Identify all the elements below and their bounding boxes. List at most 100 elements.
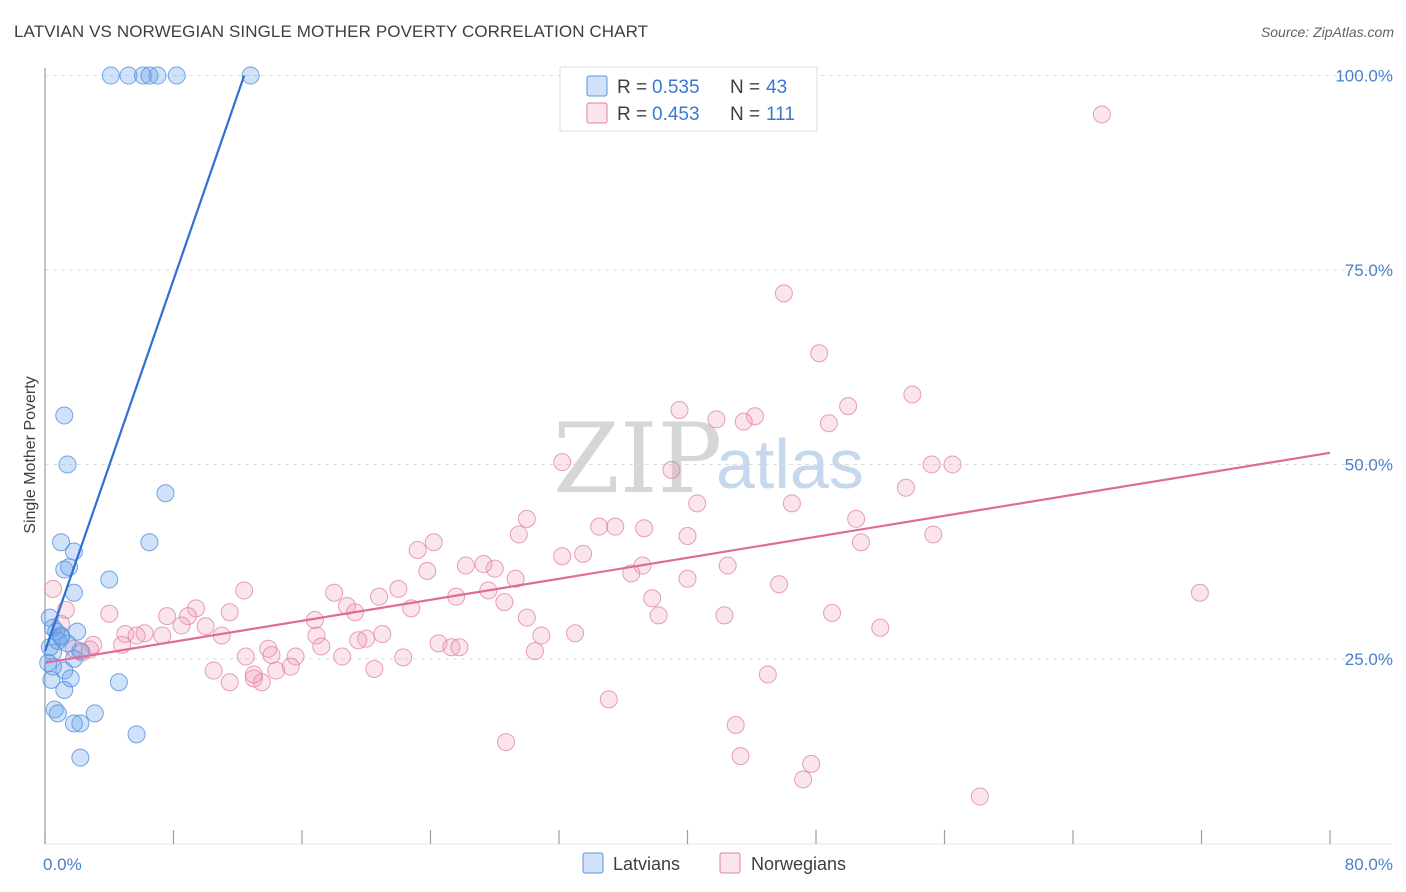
latvian-point: [100, 570, 119, 589]
latvian-point: [55, 681, 74, 699]
norwegian-point: [204, 661, 223, 680]
norwegian-point: [196, 617, 215, 636]
grid-lines: [45, 75, 1392, 660]
chart-source: Source: ZipAtlas.com: [1260, 24, 1394, 40]
norwegian-point: [532, 626, 551, 645]
norwegian-point: [418, 562, 437, 580]
x-tick-label-1: 80.0%: [1345, 855, 1393, 874]
legend-n-value-latvians: 43: [766, 77, 787, 98]
norwegian-point: [365, 660, 384, 678]
norwegian-point: [220, 603, 239, 622]
norwegian-point: [726, 716, 745, 734]
norwegian-point: [662, 460, 681, 479]
norwegian-point: [220, 673, 239, 692]
latvian-point: [156, 484, 175, 503]
legend-n-label-latvians: N =: [730, 77, 760, 98]
norwegian-point: [922, 455, 941, 474]
norwegian-point: [847, 509, 866, 528]
norwegian-point: [312, 637, 331, 656]
norwegian-point: [745, 407, 764, 426]
norwegian-point: [172, 616, 191, 635]
latvian-points: [39, 66, 260, 767]
watermark-zip: ZIP: [553, 403, 722, 515]
norwegian-point: [281, 657, 300, 676]
legend-r-value-latvians: 0.535: [652, 77, 700, 98]
norwegian-point: [450, 638, 469, 657]
norwegian-point: [370, 587, 389, 606]
norwegian-point: [517, 509, 536, 528]
latvian-point: [127, 725, 146, 744]
norwegian-point: [178, 607, 197, 626]
latvian-point: [71, 714, 90, 733]
y-tick-label-1: 50.0%: [1345, 455, 1393, 474]
y-tick-labels: 25.0% 50.0% 75.0% 100.0%: [1335, 67, 1393, 669]
bottom-legend-norwegians: Norwegians: [751, 854, 846, 874]
legend-swatch-norwegians: [586, 102, 608, 124]
latvian-point: [140, 66, 159, 85]
bottom-legend-swatch-norwegians: [719, 852, 741, 874]
latvian-point: [167, 66, 186, 85]
norwegian-point: [802, 754, 821, 773]
norwegian-point: [970, 787, 989, 806]
norwegian-point: [649, 606, 668, 625]
latvian-point: [119, 66, 138, 85]
norwegian-point: [670, 401, 689, 419]
y-axis-title: Single Mother Poverty: [22, 376, 39, 533]
norwegian-point: [525, 642, 544, 661]
norwegian-point: [394, 648, 413, 667]
legend-r-value-norwegians: 0.453: [652, 104, 700, 125]
norwegian-point: [622, 564, 641, 583]
norwegian-point: [474, 555, 493, 573]
trend-lines: [43, 75, 1331, 664]
norwegian-point: [794, 770, 813, 789]
norwegian-point: [590, 517, 609, 536]
norwegian-point: [262, 646, 281, 664]
norwegian-point: [819, 414, 838, 433]
norwegian-point: [553, 547, 572, 566]
latvian-point: [133, 66, 152, 85]
norwegian-point: [517, 608, 536, 627]
norwegian-point: [495, 593, 514, 612]
norwegian-point: [116, 625, 135, 643]
norwegian-point: [896, 478, 915, 497]
latvian-point: [40, 638, 59, 657]
norwegian-point: [943, 455, 962, 474]
latvian-point: [52, 626, 71, 645]
norwegian-point: [707, 410, 726, 429]
norwegian-point: [643, 589, 662, 608]
norwegian-point: [574, 544, 593, 563]
norwegian-point: [731, 747, 750, 766]
norwegian-point: [718, 556, 737, 575]
norwegian-point: [236, 647, 255, 666]
norwegian-point: [456, 556, 475, 575]
latvian-point: [101, 66, 120, 85]
legend-n-label-norwegians: N =: [730, 104, 760, 125]
legend-box: [559, 66, 818, 132]
norwegian-point: [871, 618, 890, 637]
bottom-legend-latvians: Latvians: [613, 854, 680, 874]
latvian-point: [58, 455, 77, 474]
latvian-point: [48, 704, 67, 723]
x-tick-label-0: 0.0%: [43, 855, 82, 874]
norwegian-point: [839, 397, 858, 416]
norwegian-point: [485, 559, 504, 578]
norwegian-point: [389, 579, 408, 598]
latvian-point: [52, 533, 71, 552]
norwegian-point: [244, 665, 263, 684]
norwegian-point: [688, 494, 707, 513]
norwegian-point: [158, 607, 177, 626]
norwegian-point: [635, 519, 654, 538]
norwegian-point: [851, 533, 870, 552]
norwegian-trend-line: [44, 451, 1331, 664]
norwegian-point: [924, 525, 943, 544]
norwegian-point: [325, 583, 344, 602]
norwegian-point: [553, 453, 572, 472]
norwegian-point: [307, 626, 326, 645]
legend-swatch-latvians: [586, 75, 608, 97]
latvian-point: [71, 748, 90, 767]
bottom-legend-swatch-latvians: [582, 852, 604, 874]
y-tick-label-3: 100.0%: [1335, 67, 1393, 86]
legend-n-value-norwegians: 111: [766, 104, 795, 125]
watermark: ZIP atlas: [553, 403, 864, 515]
